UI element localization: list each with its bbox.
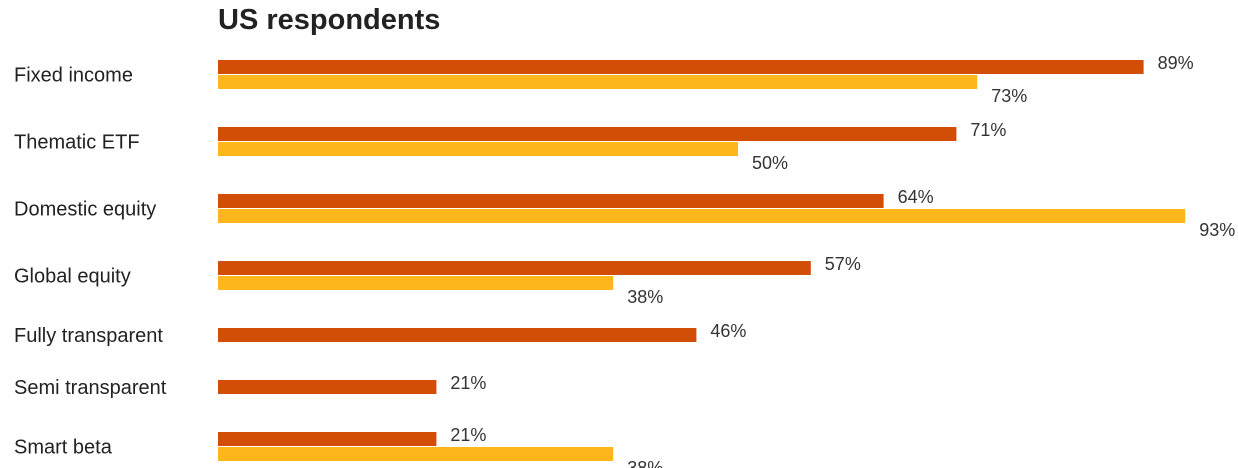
data-label: 73%	[991, 86, 1027, 106]
bar-series-1	[218, 261, 811, 275]
data-label: 64%	[898, 187, 934, 207]
bar-series-1	[218, 127, 957, 141]
bar-series-2	[218, 75, 978, 89]
category-label: Smart beta	[14, 437, 113, 459]
data-label: 38%	[627, 287, 663, 307]
data-label: 71%	[970, 120, 1006, 140]
category-label: Fixed income	[14, 65, 133, 87]
bar-series-2	[218, 447, 614, 461]
category-label: Semi transparent	[14, 377, 167, 399]
chart-title: US respondents	[218, 4, 441, 36]
bar-series-1	[218, 194, 884, 208]
category-label: Fully transparent	[14, 325, 163, 347]
data-label: 57%	[825, 254, 861, 274]
category-label: Thematic ETF	[14, 132, 140, 154]
data-label: 50%	[752, 153, 788, 173]
data-label: 93%	[1199, 220, 1235, 240]
bar-series-2	[218, 142, 738, 156]
bar-series-2	[218, 276, 614, 290]
bar-series-1	[218, 380, 437, 394]
category-label: Domestic equity	[14, 199, 156, 221]
bar-series-2	[218, 209, 1186, 223]
data-label: 21%	[450, 425, 486, 445]
bar-series-1	[218, 328, 697, 342]
data-label: 21%	[450, 373, 486, 393]
data-label: 46%	[710, 321, 746, 341]
data-label: 38%	[627, 458, 663, 468]
bar-series-1	[218, 432, 437, 446]
data-label: 89%	[1158, 53, 1194, 73]
bar-series-1	[218, 60, 1144, 74]
category-label: Global equity	[14, 266, 131, 288]
